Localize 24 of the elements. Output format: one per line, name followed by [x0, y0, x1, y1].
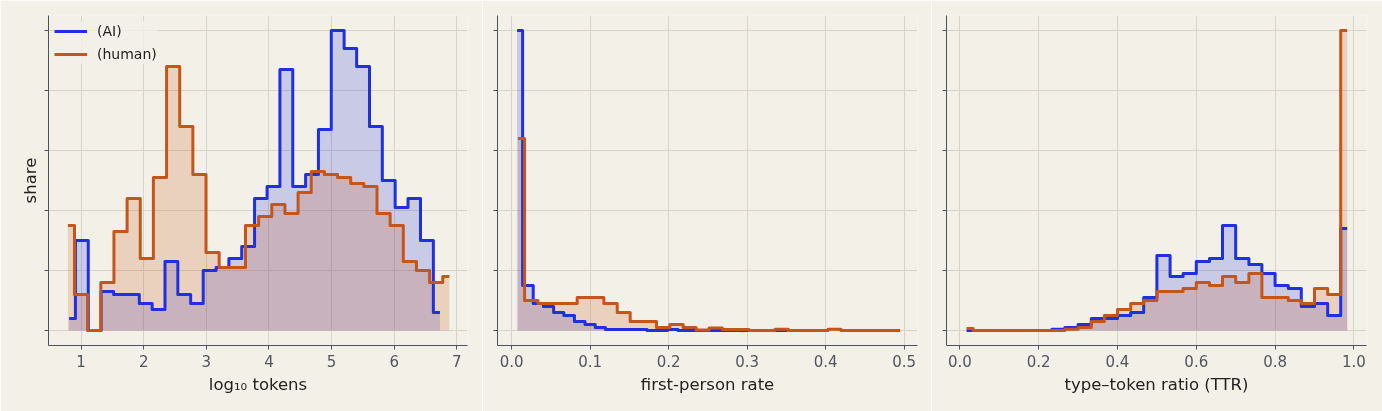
x-tick-label: 2 [138, 352, 149, 371]
x-tick-label: 0.6 [1184, 352, 1209, 371]
x-tick-label: 0.0 [947, 352, 972, 371]
y-axis-title: share [20, 157, 40, 204]
legend-label: (human) [97, 45, 157, 64]
legend-label: (AI) [97, 22, 122, 41]
x-axis-title: log₁₀ tokens [208, 374, 308, 394]
x-tick-label: 3 [201, 352, 212, 371]
x-tick-label: 0.1 [578, 352, 603, 371]
x-axis-title: first-person rate [640, 374, 775, 394]
x-tick-label: 7 [452, 352, 462, 371]
x-tick-label: 1.0 [1341, 352, 1366, 371]
x-tick-label: 1 [76, 352, 86, 371]
x-tick-label: 0.8 [1263, 352, 1288, 371]
x-tick-label: 4 [264, 352, 274, 371]
x-tick-label: 0.2 [656, 352, 681, 371]
x-tick-label: 0.4 [1105, 352, 1130, 371]
x-tick-label: 6 [389, 352, 399, 371]
x-tick-label: 0.3 [735, 352, 760, 371]
x-tick-label: 0.4 [813, 352, 838, 371]
x-tick-label: 0.2 [1026, 352, 1051, 371]
x-tick-label: 0.5 [892, 352, 917, 371]
x-axis-title: type–token ratio (TTR) [1064, 374, 1249, 394]
x-tick-label: 5 [326, 352, 337, 371]
